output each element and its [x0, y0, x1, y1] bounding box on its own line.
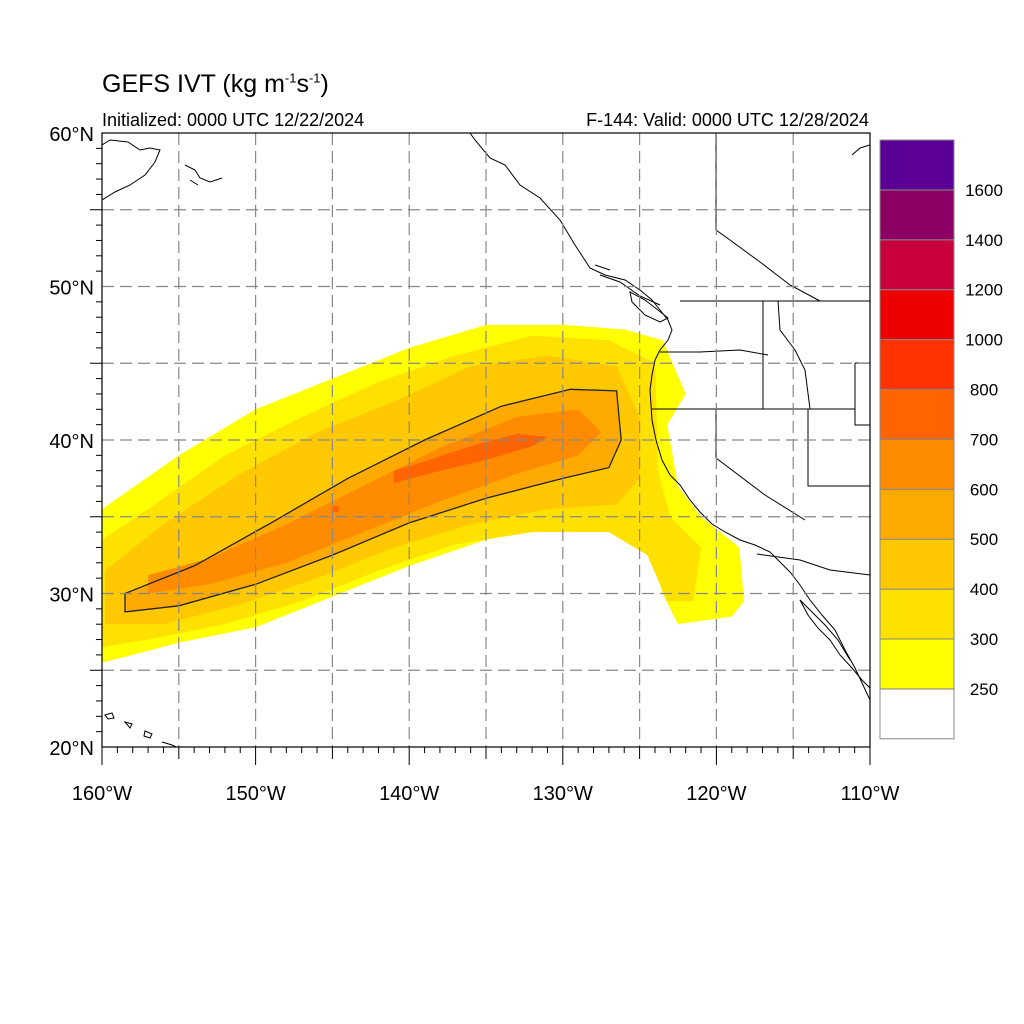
init-time-label: Initialized: 0000 UTC 12/22/2024	[102, 110, 365, 130]
x-tick-label: 160°W	[72, 783, 132, 805]
colorbar-bin-400	[879, 538, 955, 590]
colorbar-bin-500	[879, 488, 955, 540]
coastline-layer	[102, 133, 870, 747]
colorbar-label: 600	[970, 480, 998, 499]
colorbar-bin-1600	[879, 139, 955, 191]
colorbar-label: 1200	[965, 281, 1003, 300]
chart-title: GEFS IVT (kg m-1s-1)	[102, 70, 329, 98]
grid-layer	[102, 133, 870, 747]
canada-interior-coast	[594, 264, 661, 306]
colorbar-label: 700	[970, 430, 998, 449]
north-america-coastline	[469, 133, 870, 701]
colorbar-bin-below	[879, 688, 955, 740]
x-tick-label: 130°W	[533, 783, 593, 805]
colorbar-bin-700	[879, 389, 955, 440]
ivt-contour-layer	[124, 388, 622, 613]
colorbar-bin-300	[879, 588, 955, 640]
ivt-fill-layer	[102, 324, 744, 663]
y-tick-label: 40°N	[49, 431, 94, 453]
colorbar: 250 300 400 500 600 700 800 1000 1200 1400 1600	[879, 139, 1003, 740]
baja-interior	[799, 599, 851, 661]
colorbar-bin-1400	[879, 189, 955, 241]
colorbar-label: 1000	[965, 331, 1003, 350]
valid-time-label: F-144: Valid: 0000 UTC 12/28/2024	[586, 110, 869, 130]
colorbar-label: 300	[970, 630, 998, 649]
colorbar-bin-800	[879, 339, 955, 391]
oregon-washington-border	[660, 349, 769, 356]
x-tick-label: 120°W	[686, 783, 746, 805]
alaska-coastline	[102, 139, 161, 201]
colorbar-label: 500	[970, 530, 998, 549]
y-tick-label: 20°N	[49, 738, 94, 760]
y-axis-labels: 60°N 50°N 40°N 30°N 20°N	[49, 124, 94, 760]
colorbar-bin-1200	[879, 239, 955, 291]
x-tick-label: 140°W	[379, 783, 439, 805]
ivt-region-700-6	[332, 506, 339, 513]
nevada-border	[715, 409, 806, 521]
colorbar-bin-250	[879, 638, 955, 690]
us-mexico-border	[756, 553, 870, 576]
x-tick-label: 150°W	[225, 783, 285, 805]
colorbar-label: 1600	[965, 181, 1003, 200]
colorbar-label: 250	[970, 680, 998, 699]
colorbar-label: 400	[970, 580, 998, 599]
baja-gulf-coastline	[799, 599, 870, 689]
ivt-region-700-5	[393, 433, 548, 483]
ivt-contour-500	[124, 388, 622, 613]
y-tick-label: 30°N	[49, 585, 94, 607]
colorbar-label: 1400	[965, 231, 1003, 250]
y-tick-label: 50°N	[49, 278, 94, 300]
colorbar-label: 800	[970, 381, 998, 400]
y-tick-label: 60°N	[49, 124, 94, 146]
axis-ticks	[90, 147, 871, 765]
hawaii-islands	[104, 712, 177, 747]
colorbar-bin-1000	[879, 289, 955, 341]
x-tick-label: 110°W	[841, 783, 900, 805]
x-axis-labels: 160°W 150°W 140°W 130°W 120°W 110°W	[72, 783, 900, 805]
vancouver-island	[629, 291, 669, 323]
idaho-border	[762, 300, 811, 410]
gulf-coast-ne	[851, 144, 870, 156]
alaska-islands	[184, 164, 223, 186]
colorbar-bin-600	[879, 438, 955, 490]
